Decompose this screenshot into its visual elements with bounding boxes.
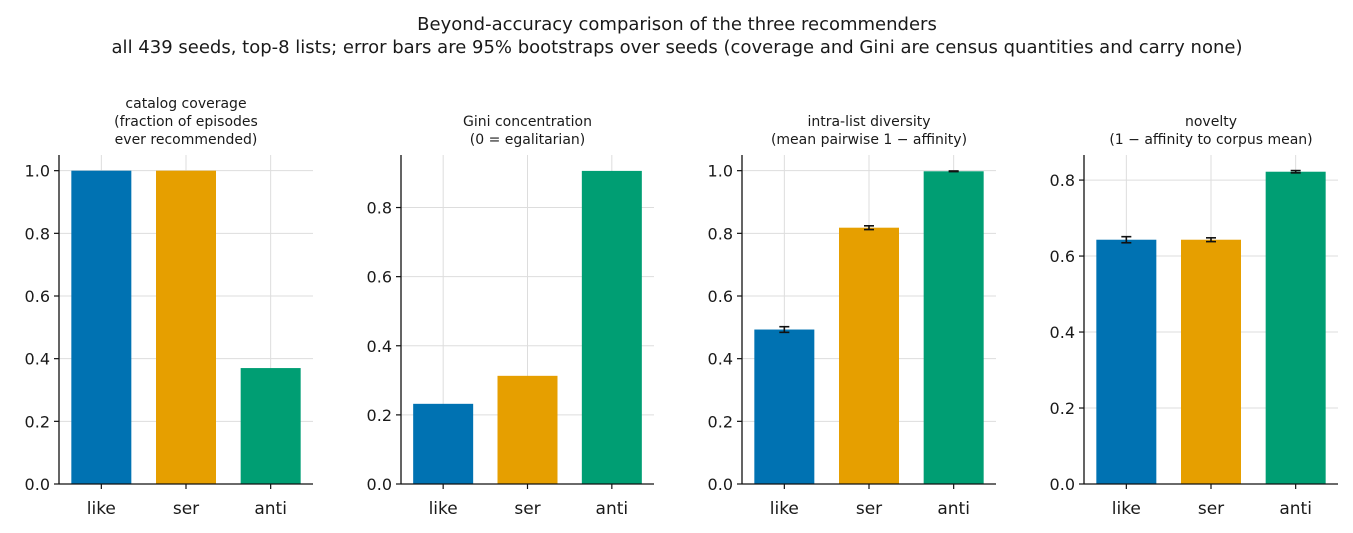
panel-title-line: intra-list diversity — [807, 114, 930, 130]
y-tick-label: 0.8 — [1050, 171, 1075, 190]
x-tick-label-like: like — [87, 499, 116, 519]
y-tick-label: 0.4 — [367, 337, 392, 356]
panel-title-line: ever recommended) — [115, 132, 258, 148]
x-tick-label-ser: ser — [856, 499, 882, 519]
y-tick-label: 0.8 — [708, 224, 733, 243]
panel-title-line: catalog coverage — [125, 96, 246, 112]
chart-panels: catalog coverage (fraction of episodes eve… — [25, 96, 1338, 519]
y-tick-label: 0.6 — [1050, 247, 1075, 266]
y-tick-label: 0.0 — [367, 475, 392, 494]
bar-ser — [497, 375, 558, 484]
y-tick-label: 0.8 — [367, 199, 392, 218]
bar-anti — [581, 170, 642, 484]
panel-title-line: (1 − affinity to corpus mean) — [1109, 132, 1312, 148]
y-tick-label: 0.2 — [708, 412, 733, 431]
y-tick-label: 0.8 — [25, 224, 50, 243]
chart-panel-3: intra-list diversity (mean pairwise 1 − a… — [708, 114, 996, 519]
x-tick-label-ser: ser — [173, 499, 199, 519]
x-tick-label-like: like — [429, 499, 458, 519]
bar-ser — [1181, 239, 1241, 484]
y-tick-label: 0.2 — [25, 412, 50, 431]
panel-title-line: novelty — [1185, 114, 1237, 130]
bar-anti — [240, 368, 301, 484]
figure-subtitle: all 439 seeds, top-8 lists; error bars a… — [112, 37, 1243, 58]
y-tick-label: 0.4 — [708, 350, 733, 369]
panel-title-line: Gini concentration — [463, 114, 592, 130]
y-tick-label: 0.6 — [708, 287, 733, 306]
y-tick-label: 0.6 — [367, 268, 392, 287]
panel-title-line: (0 = egalitarian) — [470, 132, 586, 148]
y-tick-label: 0.2 — [367, 406, 392, 425]
bar-anti — [923, 171, 984, 484]
y-tick-label: 0.0 — [25, 475, 50, 494]
bar-like — [754, 329, 815, 484]
figure-title: Beyond-accuracy comparison of the three … — [417, 14, 937, 35]
x-tick-label-like: like — [1112, 499, 1141, 519]
chart-panel-2: Gini concentration (0 = egalitarian) 0.0 0.… — [367, 114, 654, 519]
bar-like — [1096, 239, 1157, 484]
x-tick-label-ser: ser — [514, 499, 540, 519]
panel-title-line: (mean pairwise 1 − affinity) — [771, 132, 967, 148]
chart-panel-4: novelty (1 − affinity to corpus mean) 0.0 0… — [1050, 114, 1338, 519]
bar-ser — [156, 170, 216, 484]
x-tick-label-anti: anti — [937, 499, 970, 519]
bar-ser — [839, 227, 899, 484]
x-tick-label-like: like — [770, 499, 799, 519]
bar-like — [413, 403, 474, 484]
chart-panel-1: catalog coverage (fraction of episodes eve… — [25, 96, 313, 519]
y-tick-label: 0.2 — [1050, 399, 1075, 418]
bar-like — [71, 170, 132, 484]
y-tick-label: 0.0 — [1050, 475, 1075, 494]
y-tick-label: 1.0 — [708, 162, 733, 181]
panel-title-line: (fraction of episodes — [114, 114, 258, 130]
y-tick-label: 1.0 — [25, 162, 50, 181]
x-tick-label-anti: anti — [254, 499, 287, 519]
y-tick-label: 0.4 — [25, 350, 50, 369]
x-tick-label-anti: anti — [1279, 499, 1312, 519]
y-tick-label: 0.0 — [708, 475, 733, 494]
x-tick-label-anti: anti — [596, 499, 629, 519]
x-tick-label-ser: ser — [1198, 499, 1224, 519]
y-tick-label: 0.6 — [25, 287, 50, 306]
y-tick-label: 0.4 — [1050, 323, 1075, 342]
bar-anti — [1265, 171, 1326, 484]
